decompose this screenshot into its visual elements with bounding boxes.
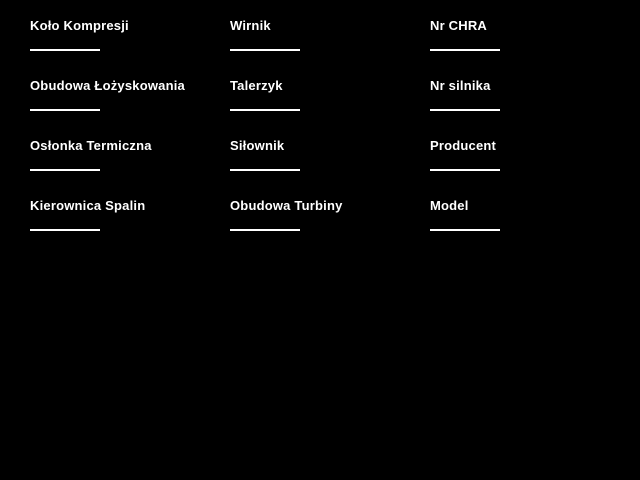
- field-model: Model: [430, 198, 630, 258]
- field-label: Obudowa Łożyskowania: [30, 78, 185, 93]
- field-obudowa-lozyskowania: Obudowa Łożyskowania: [30, 78, 230, 138]
- field-input-line[interactable]: [230, 169, 300, 171]
- form-column-3: Nr CHRA Nr silnika Producent Model: [430, 18, 630, 258]
- field-input-line[interactable]: [430, 109, 500, 111]
- field-label: Producent: [430, 138, 497, 153]
- field-label: Nr silnika: [430, 78, 491, 93]
- field-obudowa-turbiny: Obudowa Turbiny: [230, 198, 430, 258]
- field-kolo-kompresji: Koło Kompresji: [30, 18, 230, 78]
- field-label: Wirnik: [230, 18, 271, 33]
- field-input-line[interactable]: [30, 109, 100, 111]
- field-producent: Producent: [430, 138, 630, 198]
- form-column-2: Wirnik Talerzyk Siłownik Obudowa Turbiny: [230, 18, 430, 258]
- field-input-line[interactable]: [30, 169, 100, 171]
- field-input-line[interactable]: [30, 49, 100, 51]
- field-input-line[interactable]: [430, 49, 500, 51]
- field-label: Kierownica Spalin: [30, 198, 146, 213]
- field-input-line[interactable]: [230, 229, 300, 231]
- field-wirnik: Wirnik: [230, 18, 430, 78]
- field-label: Nr CHRA: [430, 18, 488, 33]
- field-label: Talerzyk: [230, 78, 283, 93]
- parts-form: Koło Kompresji Obudowa Łożyskowania Osło…: [30, 18, 630, 258]
- field-nr-chra: Nr CHRA: [430, 18, 630, 78]
- field-label: Koło Kompresji: [30, 18, 129, 33]
- field-nr-silnika: Nr silnika: [430, 78, 630, 138]
- field-input-line[interactable]: [430, 169, 500, 171]
- field-label: Obudowa Turbiny: [230, 198, 343, 213]
- field-input-line[interactable]: [230, 49, 300, 51]
- field-input-line[interactable]: [430, 229, 500, 231]
- field-silownik: Siłownik: [230, 138, 430, 198]
- field-oslonka-termiczna: Osłonka Termiczna: [30, 138, 230, 198]
- field-label: Model: [430, 198, 469, 213]
- field-kierownica-spalin: Kierownica Spalin: [30, 198, 230, 258]
- field-label: Osłonka Termiczna: [30, 138, 152, 153]
- field-input-line[interactable]: [230, 109, 300, 111]
- field-talerzyk: Talerzyk: [230, 78, 430, 138]
- field-input-line[interactable]: [30, 229, 100, 231]
- field-label: Siłownik: [230, 138, 285, 153]
- form-column-1: Koło Kompresji Obudowa Łożyskowania Osło…: [30, 18, 230, 258]
